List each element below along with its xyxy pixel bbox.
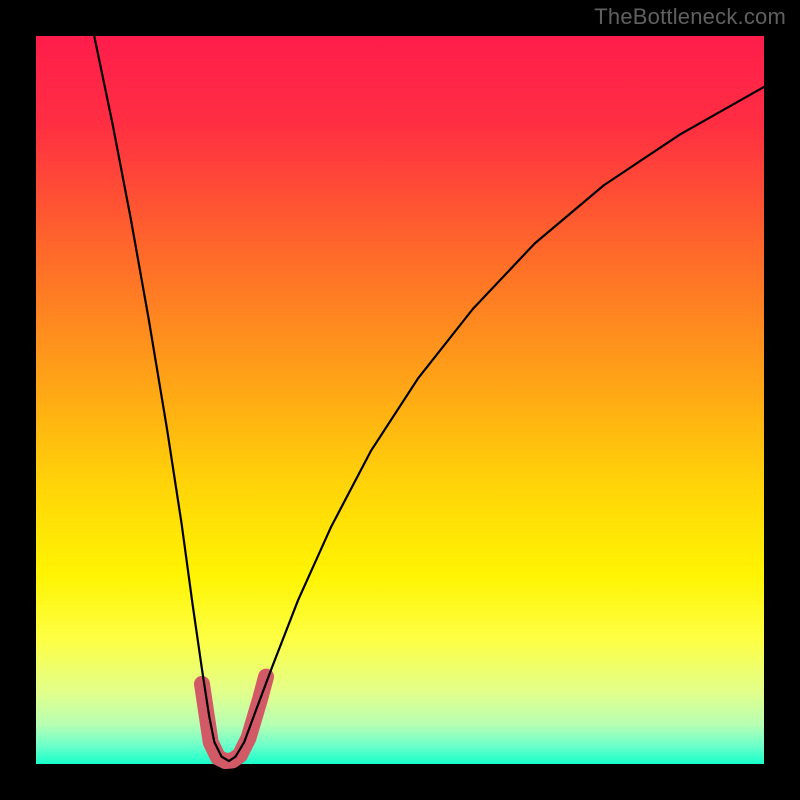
bottleneck-chart-svg [0, 0, 800, 800]
watermark-text: TheBottleneck.com [594, 4, 786, 30]
figure-root: TheBottleneck.com [0, 0, 800, 800]
plot-area-gradient-background [36, 36, 764, 764]
